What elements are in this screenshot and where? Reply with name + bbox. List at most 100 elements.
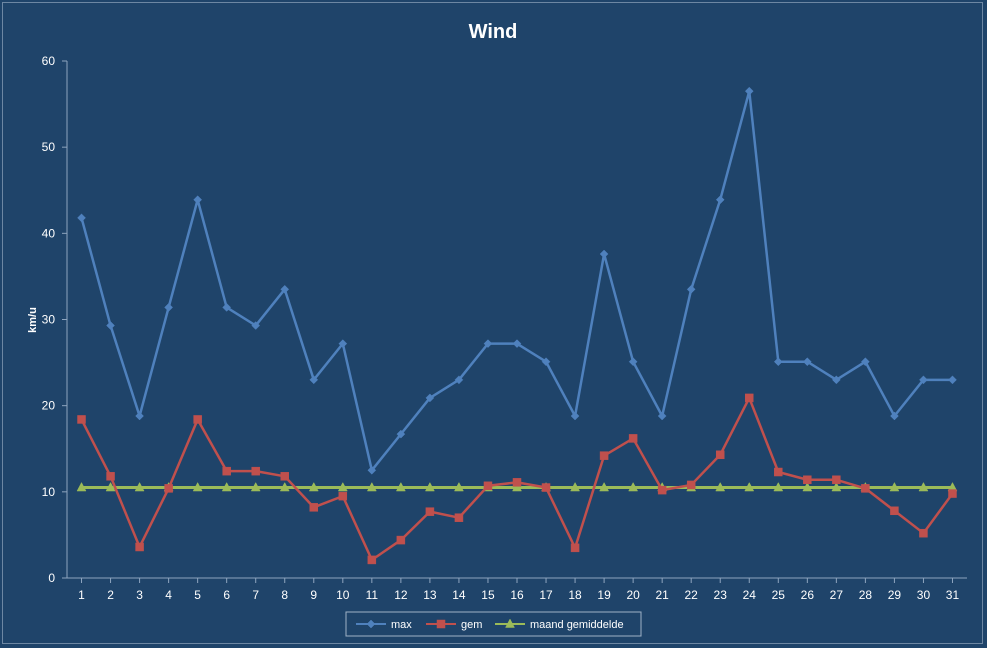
x-tick-label: 12 [394,588,408,602]
legend-box [345,611,642,637]
x-tick-label: 27 [830,588,844,602]
data-point [367,465,377,475]
x-tick-label: 14 [452,588,466,602]
data-point [948,375,957,385]
y-tick-label: 50 [42,140,56,154]
x-tick-label: 7 [252,588,259,602]
data-point [395,481,406,492]
series-max [77,86,957,475]
data-point [773,357,783,367]
y-tick-label: 30 [42,313,56,327]
series-gem [77,393,957,565]
x-tick-label: 10 [336,588,350,602]
x-tick-label: 4 [165,588,172,602]
series-line [80,89,953,472]
data-point [454,375,464,385]
data-point [657,485,667,495]
data-point [337,481,348,492]
data-point [193,195,202,205]
data-point [424,481,435,492]
data-point [105,481,116,492]
legend-marker [436,619,446,629]
data-point [396,429,406,439]
data-point [889,481,900,492]
data-point [628,357,638,367]
data-point [570,411,580,421]
x-tick-label: 30 [917,588,931,602]
x-tick-label: 31 [946,588,960,602]
x-tick-label: 22 [685,588,699,602]
data-point [396,535,406,545]
data-point [541,483,551,492]
data-point [657,411,667,421]
x-tick-label: 8 [281,588,288,602]
x-tick-label: 6 [223,588,230,602]
x-tick-label: 1 [78,588,85,602]
data-point [135,411,144,421]
data-point [193,415,202,424]
data-point [918,481,929,492]
x-tick-label: 15 [481,588,495,602]
data-point [919,375,928,385]
data-point [686,480,696,490]
data-point [309,503,319,512]
y-tick-label: 10 [42,485,56,499]
x-tick-label: 3 [136,588,143,602]
data-point [279,481,290,492]
data-point [541,357,551,367]
x-tick-label: 2 [107,588,114,602]
x-tick-label: 20 [626,588,640,602]
data-point [599,249,609,259]
data-point [832,475,841,485]
data-point [599,481,610,492]
data-point [948,489,957,498]
data-point [76,481,87,492]
data-point [744,86,754,96]
data-point [309,375,319,385]
data-point [512,478,522,487]
x-tick-label: 24 [743,588,757,602]
data-point [454,513,464,522]
data-point [454,481,464,492]
x-tick-label: 11 [366,588,379,602]
data-point [164,484,173,493]
y-tick-label: 20 [42,399,56,413]
data-point [628,481,639,492]
x-tick-label: 23 [714,588,728,602]
data-point [861,484,870,493]
data-point [832,375,841,385]
data-point [251,321,261,330]
data-point [890,506,899,516]
x-tick-label: 21 [655,588,669,602]
data-point [774,467,783,477]
data-point [135,542,144,552]
data-point [192,481,203,492]
x-tick-label: 28 [859,588,873,602]
data-point [106,321,115,330]
data-point [628,434,638,443]
x-tick-label: 13 [423,588,437,602]
data-point [222,466,231,476]
legend-marker [366,619,376,629]
data-point [164,303,173,312]
x-tick-label: 18 [568,588,582,602]
data-point [919,528,928,538]
data-point [483,339,493,348]
series-layer [76,86,958,565]
legend-label: gem [461,619,482,631]
data-point [250,481,261,492]
x-tick-label: 16 [510,588,524,602]
data-point [599,451,609,460]
data-point [367,555,377,565]
legend: max gem maand gemiddelde [345,611,642,637]
y-axis-title: km/u [27,307,39,333]
axes [62,60,967,583]
x-tick-label: 29 [888,588,902,602]
y-tick-label: 40 [42,226,56,240]
y-tick-labels: 0 10 20 30 40 50 60 [42,54,56,585]
data-point [425,507,435,516]
data-point [802,481,813,492]
data-point [773,481,784,492]
data-point [686,284,696,294]
